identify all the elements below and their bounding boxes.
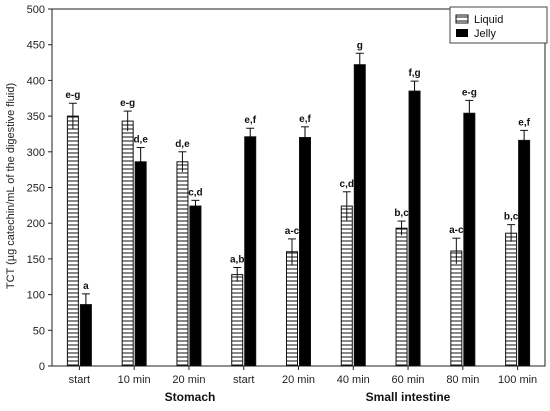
significance-label: c,d	[188, 187, 202, 198]
bar-jelly	[518, 139, 531, 367]
y-tick-label: 200	[27, 218, 45, 230]
bar-jelly	[353, 64, 366, 367]
significance-label: b,c	[504, 212, 519, 223]
group-label-small-intestine: Small intestine	[366, 390, 451, 404]
group-label-stomach: Stomach	[165, 390, 216, 404]
y-tick-label: 150	[27, 254, 45, 266]
y-tick-label: 500	[27, 4, 45, 16]
legend-swatch-jelly	[456, 29, 468, 37]
bar-liquid	[505, 232, 518, 367]
y-tick-label: 250	[27, 183, 45, 195]
bar-liquid	[340, 205, 353, 367]
significance-label: a-c	[449, 225, 464, 236]
bar-liquid	[450, 250, 463, 367]
y-tick-label: 400	[27, 75, 45, 87]
bar-jelly	[244, 136, 257, 367]
bar-liquid	[286, 251, 298, 367]
y-axis-label: TCT (µg catechin/mL of the digestive flu…	[5, 83, 17, 289]
y-tick-label: 50	[33, 325, 45, 337]
legend-swatch-liquid	[455, 14, 469, 24]
significance-label: e-g	[65, 90, 80, 101]
x-tick-label: 100 min	[498, 374, 537, 386]
legend-label-liquid: Liquid	[474, 14, 503, 26]
significance-label: e,f	[518, 117, 530, 128]
x-tick-label: 10 min	[118, 374, 151, 386]
significance-label: e,f	[299, 114, 311, 125]
x-tick-label: 40 min	[337, 374, 370, 386]
x-tick-label: 20 min	[282, 374, 315, 386]
significance-label: e-g	[462, 87, 477, 98]
x-tick-label: start	[69, 374, 90, 386]
legend-label-jelly: Jelly	[474, 28, 497, 40]
x-tick-label: 60 min	[392, 374, 425, 386]
bar-liquid	[176, 161, 189, 367]
bar-liquid	[231, 274, 244, 367]
significance-label: d,e	[133, 135, 148, 146]
bar-jelly	[189, 205, 202, 367]
significance-label: c,d	[340, 179, 354, 190]
significance-label: b,c	[394, 208, 409, 219]
significance-label: e,f	[244, 115, 256, 126]
significance-label: f,g	[408, 68, 420, 79]
y-tick-label: 350	[27, 111, 45, 123]
x-tick-label: 20 min	[172, 374, 205, 386]
bar-jelly	[134, 161, 147, 367]
y-tick-label: 450	[27, 40, 45, 52]
x-tick-label: 80 min	[446, 374, 479, 386]
significance-label: a,b	[230, 254, 244, 265]
bar-jelly	[408, 90, 421, 367]
y-tick-label: 0	[39, 361, 45, 373]
legend: Liquid Jelly	[449, 6, 548, 44]
y-tick-label: 300	[27, 147, 45, 159]
bar-jelly	[299, 137, 311, 367]
y-tick-label: 100	[27, 290, 45, 302]
bar-liquid	[395, 227, 408, 367]
significance-label: e-g	[120, 98, 135, 109]
significance-label: g	[357, 40, 363, 51]
bar-liquid	[121, 120, 134, 367]
bar-jelly	[463, 112, 476, 367]
significance-label: a-c	[285, 226, 300, 237]
significance-label: a	[83, 281, 89, 292]
bar-liquid	[66, 115, 79, 367]
significance-label: d,e	[175, 139, 190, 150]
x-tick-label: start	[233, 374, 254, 386]
